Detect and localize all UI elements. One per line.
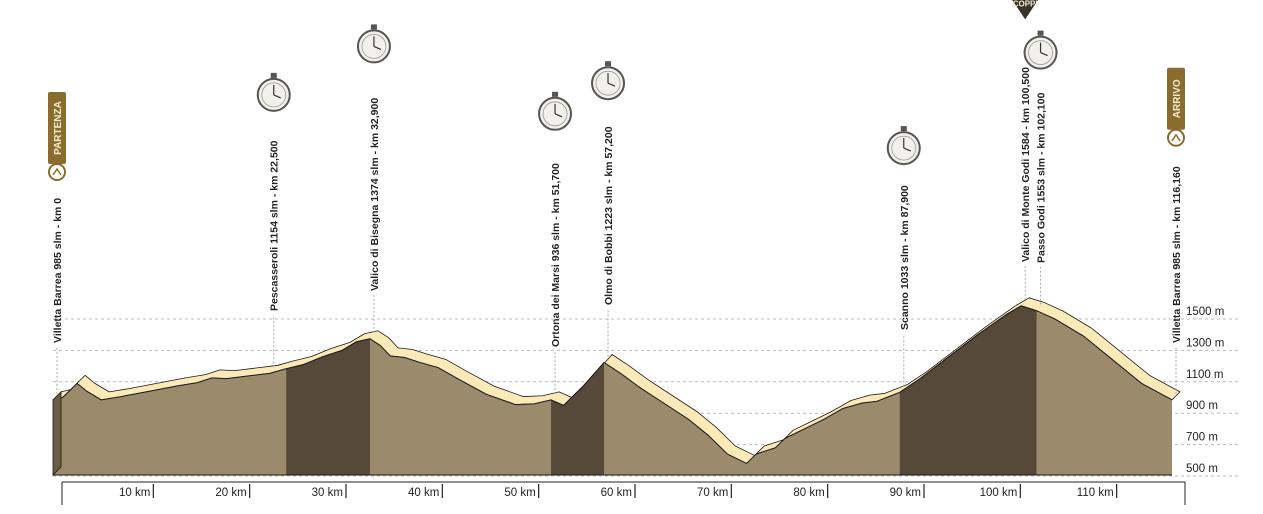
stopwatch-hand xyxy=(903,147,912,152)
x-tick-label: 40 km xyxy=(408,487,439,499)
y-tick-label: 900 m xyxy=(1186,400,1218,412)
cyclist-icon-figure xyxy=(1171,133,1181,142)
waypoint-label: Olmo di Bobbi 1223 slm - km 57,200 xyxy=(603,126,615,305)
stopwatch-crown xyxy=(605,61,612,67)
waypoint-label: Valico di Bisegna 1374 slm - km 32,900 xyxy=(369,98,381,291)
cyclist-icon xyxy=(48,163,66,181)
waypoint-label: Pescasseroli 1154 slm - km 22,500 xyxy=(269,140,281,311)
y-tick-label: 500 m xyxy=(1186,463,1218,475)
terrain-profile xyxy=(52,297,1181,476)
x-tick-label: 50 km xyxy=(504,487,535,499)
stopwatch-crown xyxy=(1037,30,1044,36)
x-axis: 10 km 20 km 30 km 40 km 50 km 60 km 70 km 80 km… xyxy=(61,481,1186,505)
stopwatch-dial xyxy=(1028,40,1053,65)
arrivo-badge: ARRIVO xyxy=(1167,67,1185,147)
waypoint-label: Villetta Barrea 985 slm - km 116,160 xyxy=(1171,166,1183,343)
waypoint-label: Valico di Monte Godi 1584 - km 100,500 xyxy=(1020,67,1032,262)
stopwatch-icon xyxy=(591,61,626,101)
waypoint-leader-lines xyxy=(56,266,1177,394)
stopwatch-dial xyxy=(891,135,917,161)
stopwatch-dial xyxy=(261,82,287,108)
stopwatch-hand xyxy=(1040,52,1048,57)
waypoint-label: Scanno 1033 slm - km 87,900 xyxy=(899,185,911,330)
stopwatch-hand xyxy=(373,45,382,50)
arrivo-badge-bg xyxy=(1167,67,1185,130)
stopwatch-icon xyxy=(886,126,921,166)
waypoint-label: Ortona dei Marsi 936 slm - km 51,700 xyxy=(550,163,562,347)
x-tick-label: 30 km xyxy=(312,487,343,499)
y-tick-label: 700 m xyxy=(1186,432,1218,444)
x-tick-label: 110 km xyxy=(1077,487,1114,499)
stopwatch-crown xyxy=(270,72,277,78)
timed-section xyxy=(286,305,370,475)
cyclist-icon xyxy=(1167,128,1185,147)
waypoint-label: Passo Godi 1553 slm - km 102,100 xyxy=(1036,92,1048,263)
stopwatch-icon xyxy=(356,24,391,64)
arrivo-badge-text: ARRIVO xyxy=(1172,79,1183,118)
stopwatch-icon xyxy=(1023,30,1058,70)
y-axis-ticks: 500 m 700 m 900 m 1100 m 1300 m 1500 m xyxy=(1186,306,1224,475)
x-tick-label: 20 km xyxy=(215,487,246,499)
stopwatch-dial xyxy=(542,101,568,127)
stopwatch-hand xyxy=(554,113,563,118)
stopwatch-icon xyxy=(256,72,291,112)
x-tick-label: 90 km xyxy=(890,487,921,499)
x-tick-label: 100 km xyxy=(980,487,1018,499)
waypoint-labels: Villetta Barrea 985 slm - km 0 Pescassero… xyxy=(52,67,1183,347)
x-tick-label: 80 km xyxy=(793,487,824,499)
stopwatch-dial xyxy=(595,70,621,96)
terrain-left-side xyxy=(52,390,62,476)
stopwatch-hand xyxy=(273,94,281,99)
x-tick-label: 10 km xyxy=(119,487,150,499)
x-tick-label: 60 km xyxy=(601,487,632,499)
timed-section xyxy=(899,305,1037,475)
cima-coppi-badge: CIMACOPPI xyxy=(1012,0,1039,20)
stopwatch-icon xyxy=(538,91,573,131)
waypoint-label: Villetta Barrea 985 slm - km 0 xyxy=(52,198,64,343)
waypoint-icons: PARTENZA CIMACOPPI ARRIVO xyxy=(48,0,1185,181)
partenza-badge-text: PARTENZA xyxy=(53,101,64,155)
partenza-badge: PARTENZA xyxy=(48,92,66,181)
terrain-outline xyxy=(52,305,1173,465)
cima-coppi-text: COPPI xyxy=(1013,0,1038,8)
stopwatch-crown xyxy=(552,91,559,97)
cyclist-icon-figure xyxy=(52,167,62,176)
cima-coppi-triangle xyxy=(1012,0,1039,20)
partenza-badge-bg xyxy=(48,92,66,164)
stopwatch-crown xyxy=(370,24,377,30)
y-tick-label: 1100 m xyxy=(1186,369,1224,381)
y-tick-label: 1300 m xyxy=(1186,337,1224,349)
stopwatch-hand xyxy=(607,82,616,87)
stopwatch-crown xyxy=(900,126,907,132)
stopwatch-dial xyxy=(361,34,387,59)
x-tick-label: 70 km xyxy=(697,487,728,499)
y-tick-label: 1500 m xyxy=(1186,306,1224,318)
